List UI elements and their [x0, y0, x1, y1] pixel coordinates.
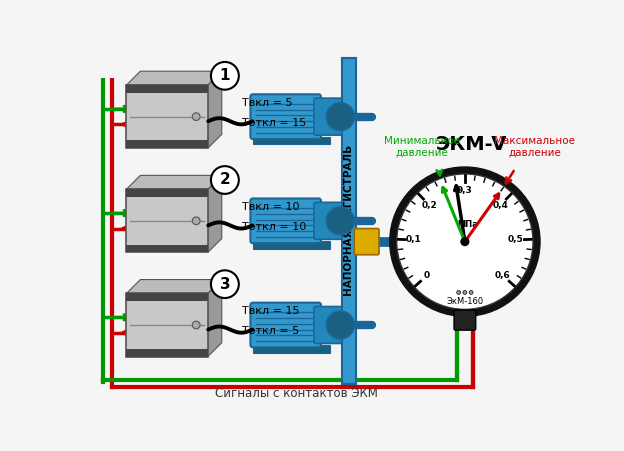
- Text: 0,3: 0,3: [457, 186, 473, 195]
- Bar: [253, 241, 330, 249]
- Circle shape: [397, 174, 533, 309]
- FancyBboxPatch shape: [250, 303, 321, 347]
- Text: Твкл = 10: Твкл = 10: [242, 202, 300, 212]
- FancyBboxPatch shape: [250, 94, 321, 139]
- Text: МПа: МПа: [457, 220, 479, 229]
- Text: 3: 3: [220, 276, 230, 292]
- Bar: [127, 189, 208, 253]
- Bar: [300, 320, 342, 331]
- FancyBboxPatch shape: [354, 229, 379, 255]
- Text: Твкл = 5: Твкл = 5: [242, 98, 293, 108]
- Bar: [342, 58, 356, 384]
- Polygon shape: [127, 280, 222, 294]
- Bar: [127, 349, 208, 357]
- Text: Минимальное
давление: Минимальное давление: [384, 136, 461, 158]
- Text: 0,5: 0,5: [508, 235, 524, 244]
- Bar: [127, 294, 208, 357]
- Bar: [127, 189, 208, 197]
- FancyBboxPatch shape: [250, 198, 321, 243]
- Circle shape: [192, 321, 200, 329]
- Polygon shape: [208, 280, 222, 357]
- Bar: [253, 137, 330, 144]
- Text: Тоткл = 5: Тоткл = 5: [242, 326, 299, 336]
- Bar: [127, 294, 208, 301]
- FancyBboxPatch shape: [314, 98, 342, 135]
- Polygon shape: [127, 71, 222, 85]
- Text: 0,1: 0,1: [406, 235, 422, 244]
- Circle shape: [461, 238, 469, 245]
- Polygon shape: [208, 175, 222, 253]
- Text: Максимальное
давление: Максимальное давление: [494, 136, 575, 158]
- FancyBboxPatch shape: [314, 202, 342, 239]
- Circle shape: [326, 311, 354, 339]
- Bar: [127, 141, 208, 148]
- Circle shape: [463, 290, 467, 295]
- Text: Тоткл = 15: Тоткл = 15: [242, 118, 306, 128]
- Circle shape: [457, 290, 461, 295]
- Text: 0: 0: [424, 271, 430, 280]
- Circle shape: [326, 207, 354, 235]
- Text: 2: 2: [220, 172, 230, 188]
- Circle shape: [192, 113, 200, 120]
- Text: ЭКМ-V: ЭКМ-V: [436, 135, 507, 154]
- Bar: [300, 216, 342, 226]
- Text: 0,4: 0,4: [492, 201, 509, 210]
- Polygon shape: [208, 71, 222, 148]
- Circle shape: [469, 290, 473, 295]
- Text: ЭкМ-160: ЭкМ-160: [446, 297, 484, 306]
- Circle shape: [211, 62, 239, 90]
- Circle shape: [390, 167, 540, 316]
- Text: НАПОРНАЯ МАГИСТРАЛЬ: НАПОРНАЯ МАГИСТРАЛЬ: [344, 144, 354, 295]
- FancyBboxPatch shape: [314, 307, 342, 344]
- Text: 1: 1: [220, 68, 230, 83]
- Circle shape: [192, 217, 200, 225]
- Bar: [127, 85, 208, 93]
- Bar: [300, 111, 342, 122]
- Text: 0,2: 0,2: [421, 201, 437, 210]
- Text: Тоткл = 10: Тоткл = 10: [242, 222, 306, 232]
- FancyBboxPatch shape: [454, 310, 475, 330]
- Bar: [127, 85, 208, 148]
- Text: 0,6: 0,6: [495, 271, 510, 280]
- Bar: [253, 345, 330, 353]
- Text: Сигналы с контактов ЭКМ: Сигналы с контактов ЭКМ: [215, 387, 378, 400]
- Circle shape: [326, 103, 354, 130]
- Bar: [127, 245, 208, 253]
- Polygon shape: [127, 175, 222, 189]
- Circle shape: [211, 270, 239, 298]
- Circle shape: [211, 166, 239, 194]
- Text: Твкл = 15: Твкл = 15: [242, 306, 300, 316]
